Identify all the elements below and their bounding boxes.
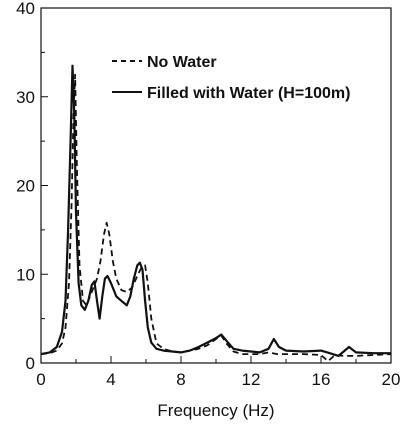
y-tick-label: 20: [16, 177, 35, 196]
x-tick-label: 12: [242, 370, 261, 389]
x-tick-label: 8: [176, 370, 185, 389]
legend-label: No Water: [147, 54, 217, 71]
x-axis-title: Frequency (Hz): [157, 401, 274, 420]
x-tick-label: 20: [382, 370, 401, 389]
legend: No Water Filled with Water (H=100m): [112, 54, 350, 102]
y-tick-label: 0: [26, 354, 35, 373]
y-tick-label: 40: [16, 0, 35, 18]
series-line-filled-with-water: [40, 64, 391, 357]
legend-label: Filled with Water (H=100m): [147, 85, 350, 102]
series-line-no-water: [40, 73, 392, 363]
x-tick-label: 16: [312, 370, 331, 389]
series-layer: [40, 64, 392, 363]
y-tick-label: 10: [16, 265, 35, 284]
x-tick-label: 0: [36, 370, 45, 389]
y-tick-label: 30: [16, 88, 35, 107]
x-tick-label: 4: [106, 370, 115, 389]
axis-ticks: 0 4 8 12 16 20 0 10 20 30 40: [16, 0, 400, 389]
